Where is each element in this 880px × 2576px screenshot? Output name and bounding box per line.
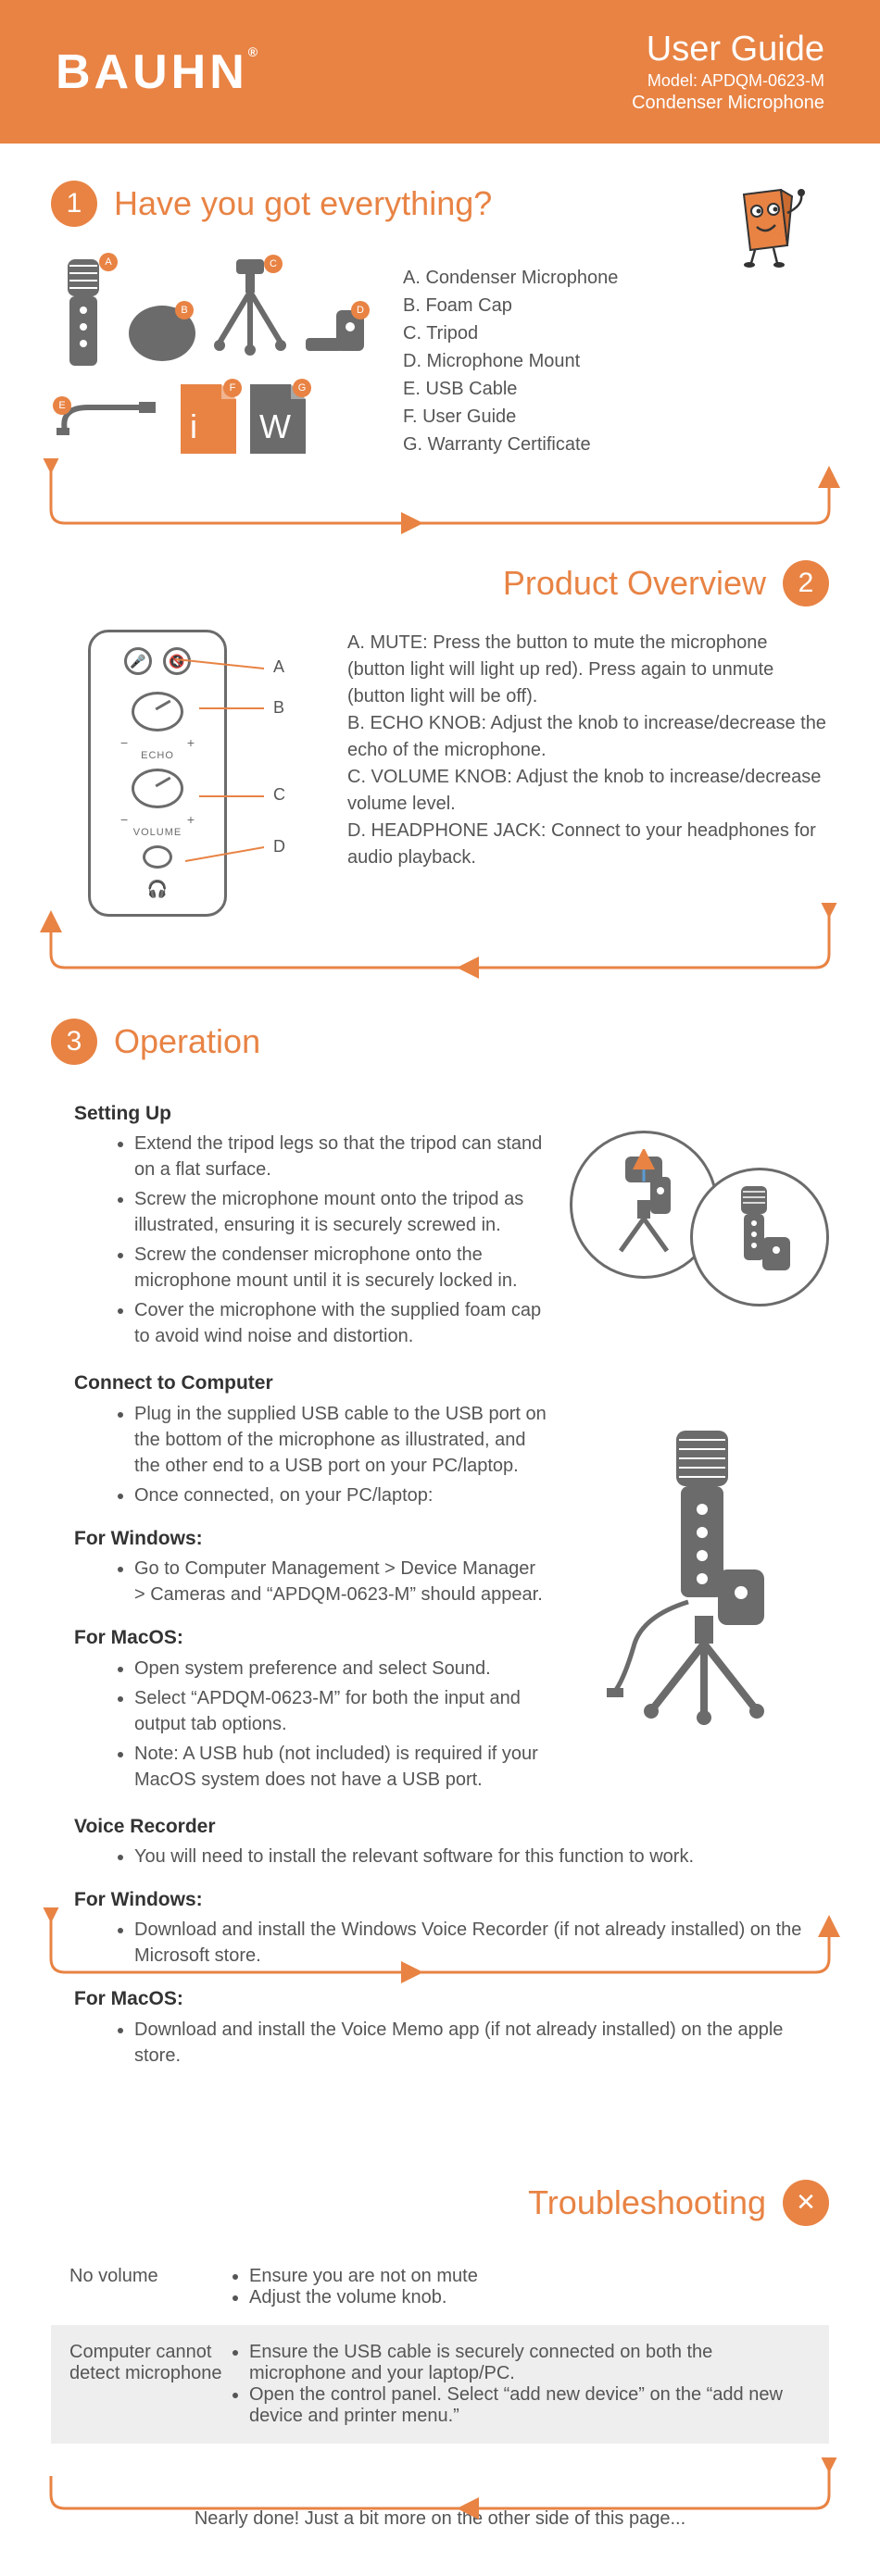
callout-b: B xyxy=(273,698,284,718)
volume-knob-icon xyxy=(132,769,183,808)
vr-macos-item: Download and install the Voice Memo app … xyxy=(134,2017,829,2069)
vr-macos-title: For MacOS: xyxy=(74,1985,829,2012)
callout-c: C xyxy=(273,785,285,805)
setting-up-title: Setting Up xyxy=(74,1100,551,1127)
headphone-icon: 🎧 xyxy=(147,880,168,899)
trouble-row: Computer cannot detect microphone Ensure… xyxy=(51,2325,829,2444)
macos-item: Note: A USB hub (not included) is requir… xyxy=(134,1741,551,1793)
tools-icon: ✕ xyxy=(783,2180,829,2226)
brand-text: BAUHN xyxy=(56,45,248,99)
macos-item: Select “APDQM-0623-M” for both the input… xyxy=(134,1685,551,1737)
headphone-jack-icon xyxy=(143,845,172,869)
overview-d: D. HEADPHONE JACK: Connect to your headp… xyxy=(347,818,829,871)
brand-logo: BAUHN® xyxy=(56,44,261,100)
setup-item: Cover the microphone with the supplied f… xyxy=(134,1297,551,1349)
mic-mute-icon: 🔇 xyxy=(163,647,191,675)
step-badge-1: 1 xyxy=(51,181,97,227)
badge-g: G xyxy=(293,379,311,397)
components-illustration: A B xyxy=(51,245,375,458)
trouble-item: Open the control panel. Select “add new … xyxy=(249,2384,811,2427)
overview-c: C. VOLUME KNOB: Adjust the knob to incre… xyxy=(347,764,829,818)
components-list: A. Condenser Microphone B. Foam Cap C. T… xyxy=(403,264,618,458)
component-c: C. Tripod xyxy=(403,319,618,347)
section-1-heading: Have you got everything? xyxy=(114,184,492,223)
component-b: B. Foam Cap xyxy=(403,292,618,319)
vr-windows-item: Download and install the Windows Voice R… xyxy=(134,1917,829,1969)
volume-label: VOLUME xyxy=(133,827,182,838)
section-2: Product Overview 2 🎤 🔇 −+ ECHO −+ VOLUME xyxy=(51,560,829,917)
section-1: 1 Have you got everything? xyxy=(51,181,829,458)
brand-reg-mark: ® xyxy=(248,44,261,59)
setup-item: Extend the tripod legs so that the tripo… xyxy=(134,1131,551,1182)
badge-f: F xyxy=(223,379,242,397)
troubleshooting-table: No volume Ensure you are not on mute Adj… xyxy=(51,2249,829,2444)
voice-recorder-title: Voice Recorder xyxy=(74,1813,829,1840)
for-macos-title: For MacOS: xyxy=(74,1624,551,1651)
setup-item: Screw the microphone mount onto the trip… xyxy=(134,1186,551,1238)
trouble-label: No volume xyxy=(69,2266,227,2308)
component-a: A. Condenser Microphone xyxy=(403,264,618,292)
troubleshooting-heading: Troubleshooting xyxy=(528,2183,766,2222)
setup-illustration xyxy=(570,1083,829,1353)
section-2-heading: Product Overview xyxy=(503,564,766,603)
vr-windows-title: For Windows: xyxy=(74,1886,829,1913)
echo-knob-icon xyxy=(132,692,183,732)
footer-note: Nearly done! Just a bit more on the othe… xyxy=(51,2508,829,2557)
component-g: G. Warranty Certificate xyxy=(403,431,618,458)
header-right: User Guide Model: APDQM-0623-M Condenser… xyxy=(632,30,824,114)
overview-text: A. MUTE: Press the button to mute the mi… xyxy=(264,630,829,871)
connect-list: Plug in the supplied USB cable to the US… xyxy=(97,1401,551,1508)
badge-c: C xyxy=(264,255,283,273)
windows-item: Go to Computer Management > Device Manag… xyxy=(134,1556,551,1607)
component-d: D. Microphone Mount xyxy=(403,347,618,375)
voice-item: You will need to install the relevant so… xyxy=(134,1844,829,1869)
trouble-row: No volume Ensure you are not on mute Adj… xyxy=(51,2249,829,2325)
overview-b: B. ECHO KNOB: Adjust the knob to increas… xyxy=(347,710,829,764)
trouble-item: Ensure you are not on mute xyxy=(249,2266,478,2287)
badge-d: D xyxy=(351,301,370,319)
section-1-title: 1 Have you got everything? xyxy=(51,181,829,227)
macos-item: Open system preference and select Sound. xyxy=(134,1656,551,1682)
connect-item: Once connected, on your PC/laptop: xyxy=(134,1482,551,1508)
trouble-item: Ensure the USB cable is securely connect… xyxy=(249,2342,811,2384)
trouble-item: Adjust the volume knob. xyxy=(249,2287,478,2308)
for-windows-title: For Windows: xyxy=(74,1525,551,1552)
trouble-label: Computer cannot detect microphone xyxy=(69,2342,227,2427)
overview-a: A. MUTE: Press the button to mute the mi… xyxy=(347,630,829,710)
section-3: 3 Operation Setting Up Extend the tripod… xyxy=(51,1019,829,2069)
doc-title: User Guide xyxy=(632,30,824,69)
setup-item: Screw the condenser microphone onto the … xyxy=(134,1242,551,1294)
troubleshooting-title-row: Troubleshooting ✕ xyxy=(51,2180,829,2226)
section-3-heading: Operation xyxy=(114,1022,260,1061)
section-troubleshooting: Troubleshooting ✕ No volume Ensure you a… xyxy=(51,2180,829,2444)
header-bar: BAUHN® User Guide Model: APDQM-0623-M Co… xyxy=(0,0,880,144)
page-body: 1 Have you got everything? xyxy=(0,144,880,2576)
component-f: F. User Guide xyxy=(403,403,618,431)
step-badge-3: 3 xyxy=(51,1019,97,1065)
section-3-title: 3 Operation xyxy=(51,1019,829,1065)
badge-b: B xyxy=(175,301,194,319)
badge-e: E xyxy=(53,396,71,415)
component-e: E. USB Cable xyxy=(403,375,618,403)
section-2-title: Product Overview 2 xyxy=(51,560,829,606)
connect-item: Plug in the supplied USB cable to the US… xyxy=(134,1401,551,1479)
product-name: Condenser Microphone xyxy=(632,93,824,114)
setting-up-list: Extend the tripod legs so that the tripo… xyxy=(97,1131,551,1349)
badge-a: A xyxy=(99,253,118,271)
connect-illustration xyxy=(570,1353,829,1795)
model-label: Model: APDQM-0623-M xyxy=(632,71,824,91)
step-badge-2: 2 xyxy=(783,560,829,606)
control-panel-diagram: 🎤 🔇 −+ ECHO −+ VOLUME 🎧 xyxy=(88,630,227,917)
mic-on-icon: 🎤 xyxy=(124,647,152,675)
echo-label: ECHO xyxy=(141,750,174,761)
callout-a: A xyxy=(273,657,284,677)
callout-d: D xyxy=(273,837,285,857)
connect-title: Connect to Computer xyxy=(74,1369,551,1396)
